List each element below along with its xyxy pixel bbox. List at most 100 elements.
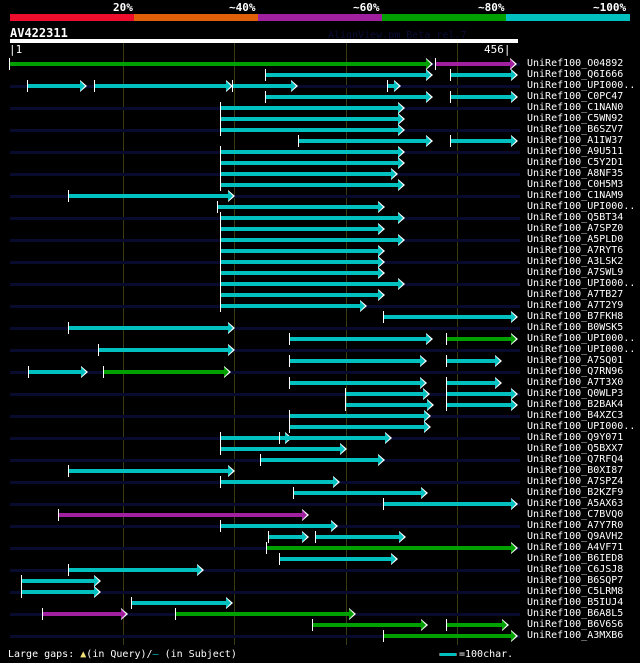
hit-row[interactable]: UniRef100_C7BVQ0 bbox=[0, 509, 640, 521]
alignment-segment[interactable] bbox=[220, 300, 367, 312]
alignment-segment[interactable] bbox=[446, 399, 518, 411]
hit-row[interactable]: UniRef100_B2KZF9 bbox=[0, 487, 640, 499]
hit-row[interactable]: UniRef100_B6SZV7 bbox=[0, 124, 640, 136]
alignment-segment[interactable] bbox=[28, 366, 88, 378]
hit-row[interactable]: UniRef100_UPI000.. bbox=[0, 201, 640, 213]
alignment-segment[interactable] bbox=[220, 113, 405, 125]
alignment-segment[interactable] bbox=[387, 80, 401, 92]
hit-label[interactable]: UniRef100_B2KZF9 bbox=[527, 487, 624, 498]
alignment-segment[interactable] bbox=[103, 366, 231, 378]
hit-row[interactable]: UniRef100_A4VF71 bbox=[0, 542, 640, 554]
hit-label[interactable]: UniRef100_Q5BXX7 bbox=[527, 443, 624, 454]
alignment-segment[interactable] bbox=[232, 80, 298, 92]
alignment-segment[interactable] bbox=[220, 234, 405, 246]
alignment-segment[interactable] bbox=[450, 69, 518, 81]
alignment-segment[interactable] bbox=[98, 344, 235, 356]
hit-row[interactable]: UniRef100_A7SWL9 bbox=[0, 267, 640, 279]
alignment-segment[interactable] bbox=[289, 355, 427, 367]
hit-label[interactable]: UniRef100_UPI000.. bbox=[527, 80, 636, 91]
hit-row[interactable]: UniRef100_Q5BXX7 bbox=[0, 443, 640, 455]
alignment-segment[interactable] bbox=[58, 509, 309, 521]
hit-row[interactable]: UniRef100_A8NF35 bbox=[0, 168, 640, 180]
hit-label[interactable]: UniRef100_A7SPZ0 bbox=[527, 223, 624, 234]
hit-row[interactable]: UniRef100_C5LRM8 bbox=[0, 586, 640, 598]
hit-label[interactable]: UniRef100_C5Y2D1 bbox=[527, 157, 624, 168]
hit-label[interactable]: UniRef100_UPI000.. bbox=[527, 278, 636, 289]
alignment-segment[interactable] bbox=[68, 322, 235, 334]
hit-label[interactable]: UniRef100_B6SZV7 bbox=[527, 124, 624, 135]
alignment-segment[interactable] bbox=[94, 80, 233, 92]
alignment-segment[interactable] bbox=[220, 278, 405, 290]
alignment-segment[interactable] bbox=[220, 179, 405, 191]
alignment-segment[interactable] bbox=[289, 377, 427, 389]
alignment-segment[interactable] bbox=[279, 432, 392, 444]
alignment-segment[interactable] bbox=[345, 388, 430, 400]
hit-label[interactable]: UniRef100_UPI000.. bbox=[527, 421, 636, 432]
hit-label[interactable]: UniRef100_B7FKH8 bbox=[527, 311, 624, 322]
alignment-segment[interactable] bbox=[21, 575, 101, 587]
hit-row[interactable]: UniRef100_Q7RFQ4 bbox=[0, 454, 640, 466]
hit-label[interactable]: UniRef100_C6JSJ8 bbox=[527, 564, 624, 575]
alignment-segment[interactable] bbox=[220, 520, 338, 532]
alignment-segment[interactable] bbox=[260, 454, 385, 466]
alignment-segment[interactable] bbox=[268, 531, 309, 543]
alignment-segment[interactable] bbox=[289, 421, 431, 433]
hit-row[interactable]: UniRef100_B0XI87 bbox=[0, 465, 640, 477]
alignment-segment[interactable] bbox=[450, 135, 518, 147]
alignment-segment[interactable] bbox=[220, 432, 292, 444]
hit-label[interactable]: UniRef100_B0WSK5 bbox=[527, 322, 624, 333]
hit-row[interactable]: UniRef100_A7T3X0 bbox=[0, 377, 640, 389]
hit-label[interactable]: UniRef100_B6A8L5 bbox=[527, 608, 624, 619]
alignment-segment[interactable] bbox=[279, 553, 398, 565]
hit-label[interactable]: UniRef100_B5IUJ4 bbox=[527, 597, 624, 608]
hit-row[interactable]: UniRef100_C1NAN0 bbox=[0, 102, 640, 114]
hit-row[interactable]: UniRef100_Q9Y071 bbox=[0, 432, 640, 444]
hit-row[interactable]: UniRef100_A9U511 bbox=[0, 146, 640, 158]
hit-row[interactable]: UniRef100_UPI000.. bbox=[0, 421, 640, 433]
hit-label[interactable]: UniRef100_A7TB27 bbox=[527, 289, 624, 300]
alignment-segment[interactable] bbox=[27, 80, 87, 92]
hit-label[interactable]: UniRef100_B6V6S6 bbox=[527, 619, 624, 630]
alignment-segment[interactable] bbox=[383, 311, 518, 323]
hit-label[interactable]: UniRef100_B6SQP7 bbox=[527, 575, 624, 586]
alignment-segment[interactable] bbox=[220, 245, 385, 257]
hit-label[interactable]: UniRef100_A1IW37 bbox=[527, 135, 624, 146]
alignment-segment[interactable] bbox=[266, 542, 518, 554]
hit-row[interactable]: UniRef100_B2BAK4 bbox=[0, 399, 640, 411]
alignment-segment[interactable] bbox=[383, 498, 518, 510]
hit-label[interactable]: UniRef100_A7Y7R0 bbox=[527, 520, 624, 531]
hit-row[interactable]: UniRef100_B6IED8 bbox=[0, 553, 640, 565]
hit-row[interactable]: UniRef100_B7FKH8 bbox=[0, 311, 640, 323]
hit-label[interactable]: UniRef100_Q7RFQ4 bbox=[527, 454, 624, 465]
alignment-segment[interactable] bbox=[446, 333, 518, 345]
hit-label[interactable]: UniRef100_A7T3X0 bbox=[527, 377, 624, 388]
hit-row[interactable]: UniRef100_B6V6S6 bbox=[0, 619, 640, 631]
hit-label[interactable]: UniRef100_A5AX63 bbox=[527, 498, 624, 509]
hit-label[interactable]: UniRef100_A4VF71 bbox=[527, 542, 624, 553]
alignment-segment[interactable] bbox=[68, 465, 235, 477]
hit-row[interactable]: UniRef100_UPI000.. bbox=[0, 278, 640, 290]
hit-label[interactable]: UniRef100_B2BAK4 bbox=[527, 399, 624, 410]
hit-label[interactable]: UniRef100_B0XI87 bbox=[527, 465, 624, 476]
hit-label[interactable]: UniRef100_C0H5M3 bbox=[527, 179, 624, 190]
alignment-segment[interactable] bbox=[446, 355, 502, 367]
alignment-segment[interactable] bbox=[220, 212, 405, 224]
hit-row[interactable]: UniRef100_C0H5M3 bbox=[0, 179, 640, 191]
alignment-segment[interactable] bbox=[315, 531, 406, 543]
hit-row[interactable]: UniRef100_A7T2Y9 bbox=[0, 300, 640, 312]
hit-row[interactable]: UniRef100_B4XZC3 bbox=[0, 410, 640, 422]
hit-label[interactable]: UniRef100_B4XZC3 bbox=[527, 410, 624, 421]
alignment-segment[interactable] bbox=[446, 388, 518, 400]
alignment-segment[interactable] bbox=[289, 410, 431, 422]
hit-row[interactable]: UniRef100_C5WN92 bbox=[0, 113, 640, 125]
hit-label[interactable]: UniRef100_B6IED8 bbox=[527, 553, 624, 564]
alignment-segment[interactable] bbox=[435, 58, 517, 70]
hit-label[interactable]: UniRef100_Q0WLP3 bbox=[527, 388, 624, 399]
hit-label[interactable]: UniRef100_C1NAN0 bbox=[527, 102, 624, 113]
hit-row[interactable]: UniRef100_B0WSK5 bbox=[0, 322, 640, 334]
hit-row[interactable]: UniRef100_Q7RN96 bbox=[0, 366, 640, 378]
hit-label[interactable]: UniRef100_A7RYT6 bbox=[527, 245, 624, 256]
hit-label[interactable]: UniRef100_A3MXB6 bbox=[527, 630, 624, 641]
alignment-segment[interactable] bbox=[298, 135, 433, 147]
alignment-segment[interactable] bbox=[265, 91, 433, 103]
